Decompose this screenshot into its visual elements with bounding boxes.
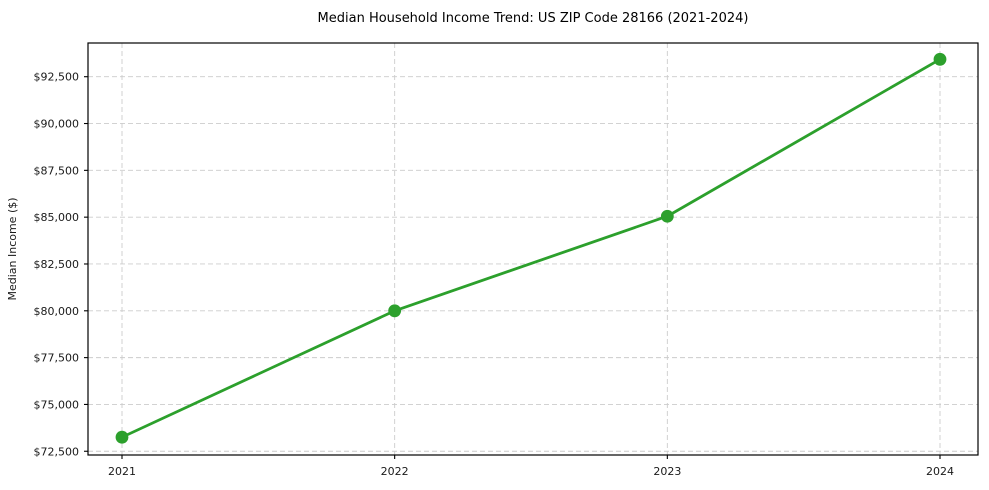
chart-title: Median Household Income Trend: US ZIP Co… (318, 11, 749, 26)
y-tick-label: $75,000 (34, 398, 80, 411)
x-tick-label: 2021 (108, 465, 136, 478)
data-point-2024 (933, 52, 947, 66)
y-axis-label: Median Income ($) (6, 197, 19, 300)
income-trend-line (120, 57, 942, 439)
x-tick-label: 2023 (653, 465, 681, 478)
y-tick-label: $92,500 (34, 71, 80, 84)
y-tick-label: $80,000 (34, 305, 80, 318)
y-tick-label: $77,500 (34, 352, 80, 365)
x-tick-label: 2024 (926, 465, 954, 478)
y-tick-label: $90,000 (34, 118, 80, 131)
y-tick-label: $72,500 (34, 445, 80, 458)
plot-border (87, 42, 979, 456)
y-tick-label: $82,500 (34, 258, 80, 271)
y-tick-label: $87,500 (34, 164, 80, 177)
data-point-2023 (660, 209, 674, 223)
y-tick-label: $85,000 (34, 211, 80, 224)
data-point-2021 (115, 430, 129, 444)
data-point-2022 (388, 304, 402, 318)
x-tick-label: 2022 (381, 465, 409, 478)
